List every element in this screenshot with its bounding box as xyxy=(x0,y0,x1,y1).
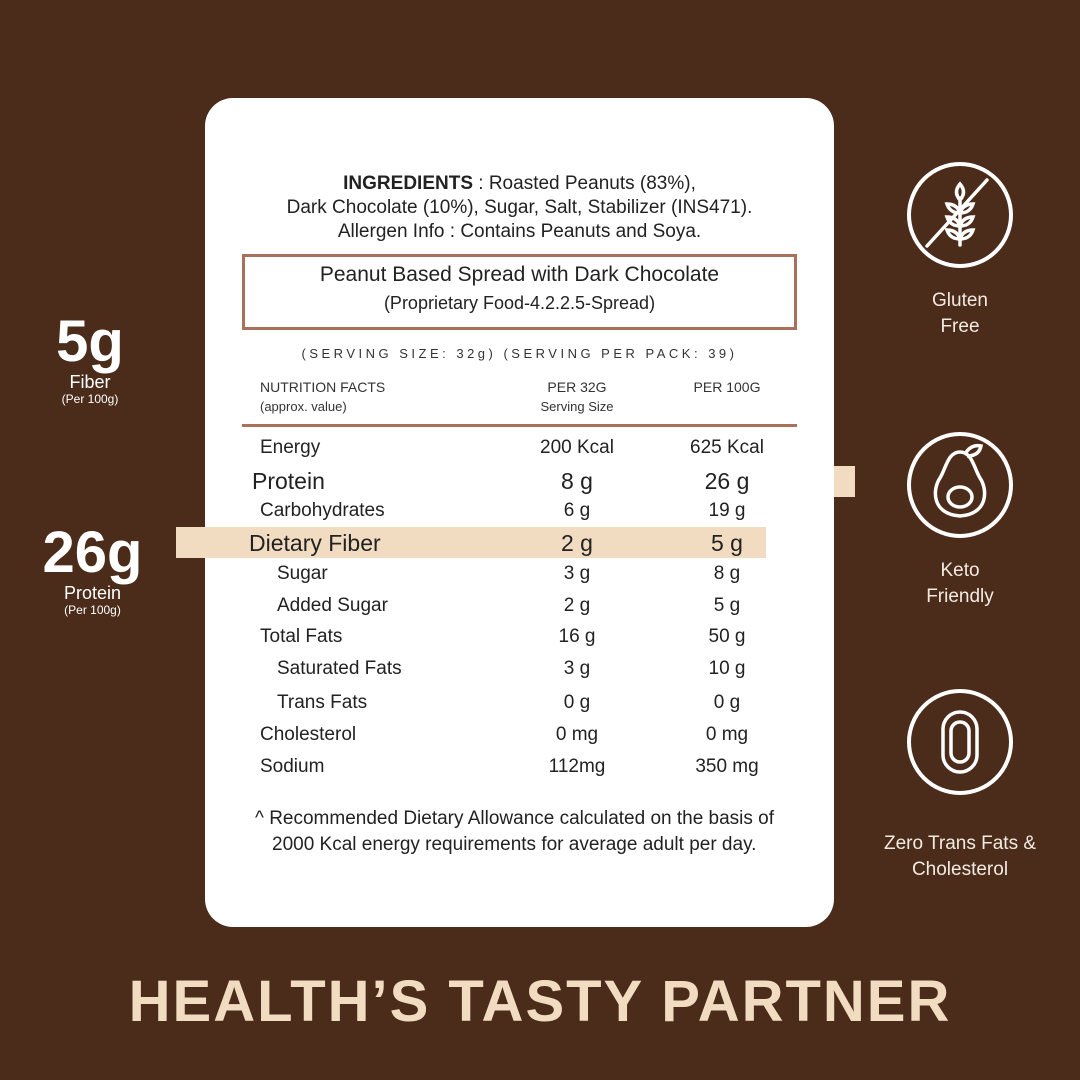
protein-callout: 26g Protein (Per 100g) xyxy=(25,520,160,618)
table-row: Protein 8 g 26 g xyxy=(205,468,834,494)
product-name: Peanut Based Spread with Dark Chocolate xyxy=(319,263,720,286)
table-row: Dietary Fiber 2 g 5 g xyxy=(205,530,834,556)
ingredients: INGREDIENTS : Roasted Peanuts (83%), Dar… xyxy=(205,172,834,244)
avocado-icon xyxy=(907,432,1013,538)
header-per32: PER 32G xyxy=(547,379,607,395)
cell-per32: 3 g xyxy=(563,563,591,584)
cell-per100: 0 g xyxy=(713,692,741,713)
cell-name: Saturated Fats xyxy=(277,658,402,679)
cell-per100: 50 g xyxy=(708,626,746,647)
header-per100: PER 100G xyxy=(693,379,761,395)
cell-per100: 10 g xyxy=(708,658,746,679)
table-row: Added Sugar 2 g 5 g xyxy=(205,593,834,619)
cell-per100: 625 Kcal xyxy=(690,437,764,458)
cell-per100: 8 g xyxy=(713,563,741,584)
cell-name: Carbohydrates xyxy=(260,500,385,521)
cell-per32: 0 mg xyxy=(555,724,599,745)
cell-per100: 19 g xyxy=(708,500,746,521)
header-approx: (approx. value) xyxy=(260,399,347,414)
ingredients-line2: Dark Chocolate (10%), Sugar, Salt, Stabi… xyxy=(286,197,753,218)
cell-per100: 5 g xyxy=(711,530,743,556)
nutrition-card: INGREDIENTS : Roasted Peanuts (83%), Dar… xyxy=(176,98,834,927)
header-col1: PER 32G Serving Size xyxy=(517,378,637,416)
cell-per100: 26 g xyxy=(704,468,750,494)
cell-per32: 3 g xyxy=(563,658,591,679)
table-row: Cholesterol 0 mg 0 mg xyxy=(205,722,834,748)
cell-name: Sodium xyxy=(260,756,325,777)
tagline: HEALTH’S TASTY PARTNER xyxy=(128,969,952,1034)
cell-name: Sugar xyxy=(277,563,328,584)
header-nutrition-facts: NUTRITION FACTS xyxy=(260,379,386,395)
cell-name: Trans Fats xyxy=(277,692,368,713)
serving-info: (SERVING SIZE: 32g) (SERVING PER PACK: 3… xyxy=(301,346,738,361)
cell-name: Dietary Fiber xyxy=(249,530,381,556)
feature-gluten-free: Gluten Free xyxy=(880,160,1040,340)
table-row: Sodium 112mg 350 mg xyxy=(205,754,834,780)
feature-zero-trans: Zero Trans Fats & Cholesterol xyxy=(880,687,1040,883)
feature-label: Keto xyxy=(940,560,980,581)
callout-label: Fiber xyxy=(69,372,111,392)
cell-per32: 200 Kcal xyxy=(540,437,614,458)
product-box: Peanut Based Spread with Dark Chocolate … xyxy=(242,254,797,330)
header-serving-size: Serving Size xyxy=(540,399,614,414)
divider xyxy=(242,424,797,427)
footnote-line2: 2000 Kcal energy requirements for averag… xyxy=(272,834,757,855)
feature-keto: Keto Friendly xyxy=(880,430,1040,610)
table-row: Saturated Fats 3 g 10 g xyxy=(205,656,834,682)
feature-label: Gluten xyxy=(932,290,988,311)
cell-per100: 350 mg xyxy=(695,756,759,777)
zero-icon xyxy=(907,689,1013,795)
cell-name: Cholesterol xyxy=(260,724,357,745)
allergen-info: Allergen Info : Contains Peanuts and Soy… xyxy=(337,221,702,242)
feature-label: Free xyxy=(940,316,980,337)
table-row: Energy 200 Kcal 625 Kcal xyxy=(205,435,834,461)
ingredients-text: : Roasted Peanuts (83%), xyxy=(473,173,696,194)
cell-per32: 8 g xyxy=(561,468,593,494)
product-category: (Proprietary Food-4.2.2.5-Spread) xyxy=(383,293,656,313)
cell-name: Protein xyxy=(252,468,325,494)
callout-value: 5g xyxy=(56,309,124,374)
footnote: ^ Recommended Dietary Allowance calculat… xyxy=(255,806,774,858)
cell-per32: 16 g xyxy=(558,626,596,647)
callout-value: 26g xyxy=(42,520,143,585)
footnote-line1: ^ Recommended Dietary Allowance calculat… xyxy=(255,808,775,829)
table-row: Carbohydrates 6 g 19 g xyxy=(205,498,834,524)
feature-label: Cholesterol xyxy=(911,859,1009,880)
table-row: Total Fats 16 g 50 g xyxy=(205,624,834,650)
cell-per32: 2 g xyxy=(561,530,593,556)
cell-per100: 0 mg xyxy=(705,724,749,745)
feature-label: Zero Trans Fats & xyxy=(883,833,1037,854)
cell-per32: 2 g xyxy=(563,595,591,616)
fiber-callout: 5g Fiber (Per 100g) xyxy=(30,309,150,407)
table-row: Sugar 3 g 8 g xyxy=(205,561,834,587)
cell-per32: 112mg xyxy=(548,756,606,777)
cell-per32: 0 g xyxy=(563,692,591,713)
table-row: Trans Fats 0 g 0 g xyxy=(205,690,834,716)
header-col0: NUTRITION FACTS (approx. value) xyxy=(260,378,385,416)
cell-name: Total Fats xyxy=(260,626,343,647)
fiber-highlight xyxy=(176,527,766,558)
callout-label: Protein xyxy=(63,583,122,603)
callout-sub: (Per 100g) xyxy=(61,392,119,406)
ingredients-label: INGREDIENTS xyxy=(343,173,473,194)
gluten-free-icon xyxy=(907,162,1013,268)
callout-sub: (Per 100g) xyxy=(64,603,121,617)
cell-per32: 6 g xyxy=(563,500,591,521)
cell-name: Added Sugar xyxy=(277,595,388,616)
cell-per100: 5 g xyxy=(713,595,741,616)
cell-name: Energy xyxy=(260,437,321,458)
feature-label: Friendly xyxy=(926,586,994,607)
